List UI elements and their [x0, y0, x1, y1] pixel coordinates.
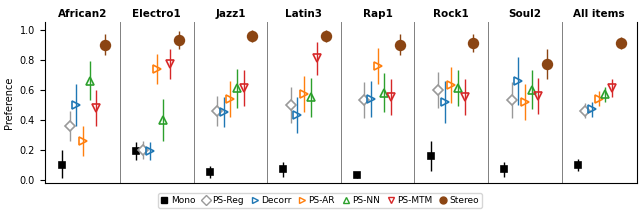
- Y-axis label: Preference: Preference: [4, 76, 14, 129]
- Legend: Mono, PS-Reg, Decorr, PS-AR, PS-NN, PS-MTM, Stereo: Mono, PS-Reg, Decorr, PS-AR, PS-NN, PS-M…: [158, 193, 482, 208]
